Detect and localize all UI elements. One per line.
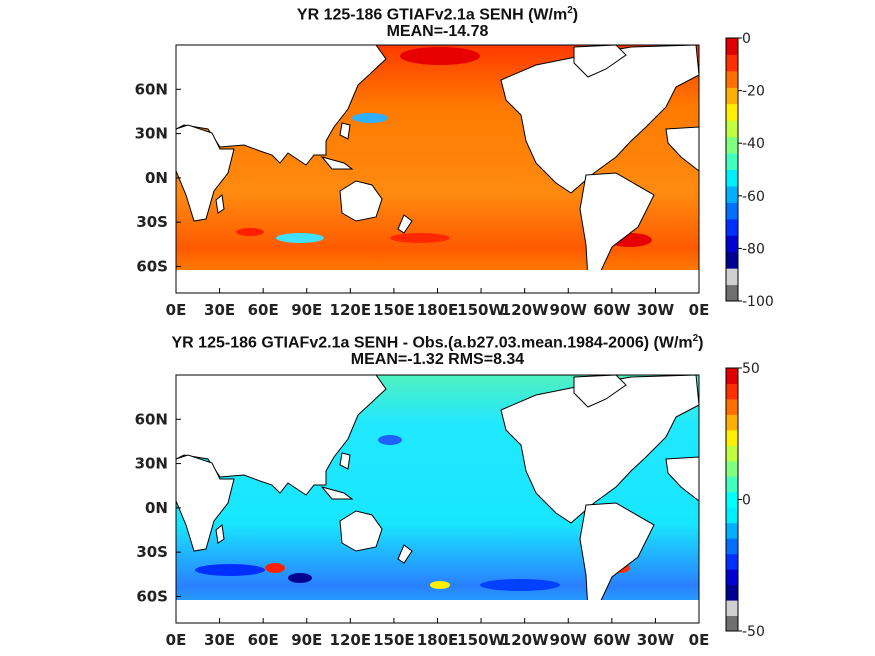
colorbar-segment [726, 615, 738, 632]
x-tick-label: 120W [501, 301, 549, 319]
colorbar-segment [726, 522, 738, 539]
y-tick-label: 30N [135, 455, 168, 473]
colorbar-segment [726, 414, 738, 431]
colorbar-segment [726, 120, 738, 138]
panel2-title-sup: 2 [692, 333, 699, 344]
x-tick-label: 60E [248, 631, 279, 649]
x-tick-label: 60E [248, 301, 279, 319]
x-tick-label: 90W [550, 301, 588, 319]
colorbar-segment [726, 491, 738, 508]
x-tick-label: 30E [204, 631, 235, 649]
colorbar-segment [726, 284, 738, 302]
x-tick-label: 90E [291, 301, 322, 319]
colorbar-segment [726, 268, 738, 286]
colorbar-segment [726, 460, 738, 477]
colorbar-tick-label: -40 [742, 136, 765, 152]
panel2-title-tail: ) [698, 334, 704, 352]
colorbar-segment [726, 538, 738, 555]
panel1-title-sup: 2 [567, 5, 573, 16]
colorbar-segment [726, 445, 738, 462]
colorbar-segment [726, 185, 738, 203]
colorbar-segment [726, 368, 738, 384]
x-tick-label: 60W [593, 301, 631, 319]
x-tick-label: 0E [689, 301, 710, 319]
colorbar-tick-label: 0 [742, 493, 751, 509]
x-tick-label: 150E [373, 631, 415, 649]
colorbar-segment [726, 553, 738, 570]
x-tick-label: 150E [373, 301, 415, 319]
x-tick-label: 150W [457, 631, 505, 649]
x-tick-label: 90W [550, 631, 588, 649]
colorbar-segment [726, 429, 738, 446]
colorbar-segment [726, 507, 738, 524]
y-tick-label: 0N [145, 169, 168, 187]
x-tick-label: 60W [593, 631, 631, 649]
colorbar-tick-label: 50 [742, 361, 760, 377]
x-tick-label: 180E [417, 631, 459, 649]
y-tick-label: 60S [136, 587, 168, 605]
panel2-title-text: YR 125-186 GTIAFv2.1a SENH - Obs.(a.b27.… [171, 334, 693, 352]
panel2-subtitle: MEAN=-1.32 RMS=8.34 [350, 351, 525, 368]
y-tick-label: 30N [135, 125, 168, 143]
y-tick-label: 30S [136, 543, 168, 561]
x-tick-label: 90E [291, 631, 322, 649]
colorbar-segment [726, 584, 738, 601]
x-tick-label: 30E [204, 301, 235, 319]
x-tick-label: 180E [417, 301, 459, 319]
panel2-title: YR 125-186 GTIAFv2.1a SENH - Obs.(a.b27.… [0, 329, 875, 352]
y-tick-label: 0N [145, 499, 168, 517]
colorbar-segment [726, 38, 738, 55]
y-tick-label: 60N [135, 410, 168, 428]
panel2-map [176, 375, 699, 623]
colorbar-segment [726, 103, 738, 121]
x-tick-label: 0E [166, 631, 187, 649]
x-tick-label: 30W [637, 301, 675, 319]
x-tick-label: 120W [501, 631, 549, 649]
colorbar-segment [726, 87, 738, 105]
panel1-subtitle: MEAN=-14.78 [386, 23, 489, 40]
colorbar-tick-label: 0 [742, 31, 751, 47]
x-tick-label: 150W [457, 301, 505, 319]
colorbar-segment [726, 136, 738, 154]
colorbar-segment [726, 54, 738, 72]
colorbar-tick-label: -80 [742, 241, 765, 257]
colorbar-segment [726, 398, 738, 415]
colorbar-segment [726, 153, 738, 170]
colorbar-tick-label: -60 [742, 189, 765, 205]
colorbar-tick-label: -50 [742, 624, 765, 640]
x-tick-label: 120E [330, 631, 372, 649]
panel1-map [176, 45, 699, 293]
colorbar-segment [726, 600, 738, 617]
colorbar-segment [726, 476, 738, 493]
colorbar-segment [726, 383, 738, 400]
panel1-title: YR 125-186 GTIAFv2.1a SENH (W/m2) [0, 1, 875, 24]
y-tick-label: 60S [136, 257, 168, 275]
colorbar-tick-label: -20 [742, 84, 765, 100]
x-tick-label: 0E [166, 301, 187, 319]
x-tick-label: 0E [689, 631, 710, 649]
y-tick-label: 60N [135, 80, 168, 98]
colorbar-segment [726, 235, 738, 253]
colorbar-segment [726, 218, 738, 236]
colorbar-segment [726, 251, 738, 269]
y-tick-label: 30S [136, 213, 168, 231]
x-tick-label: 30W [637, 631, 675, 649]
panel1-title-text: YR 125-186 GTIAFv2.1a SENH (W/m [296, 6, 568, 24]
colorbar-segment [726, 70, 738, 88]
x-tick-label: 120E [330, 301, 372, 319]
colorbar-tick-label: -100 [742, 294, 774, 310]
colorbar-segment [726, 202, 738, 220]
panel1-title-tail: ) [572, 6, 579, 24]
colorbar-segment [726, 169, 738, 187]
colorbar-frame [725, 37, 739, 302]
colorbar-segment [726, 569, 738, 586]
